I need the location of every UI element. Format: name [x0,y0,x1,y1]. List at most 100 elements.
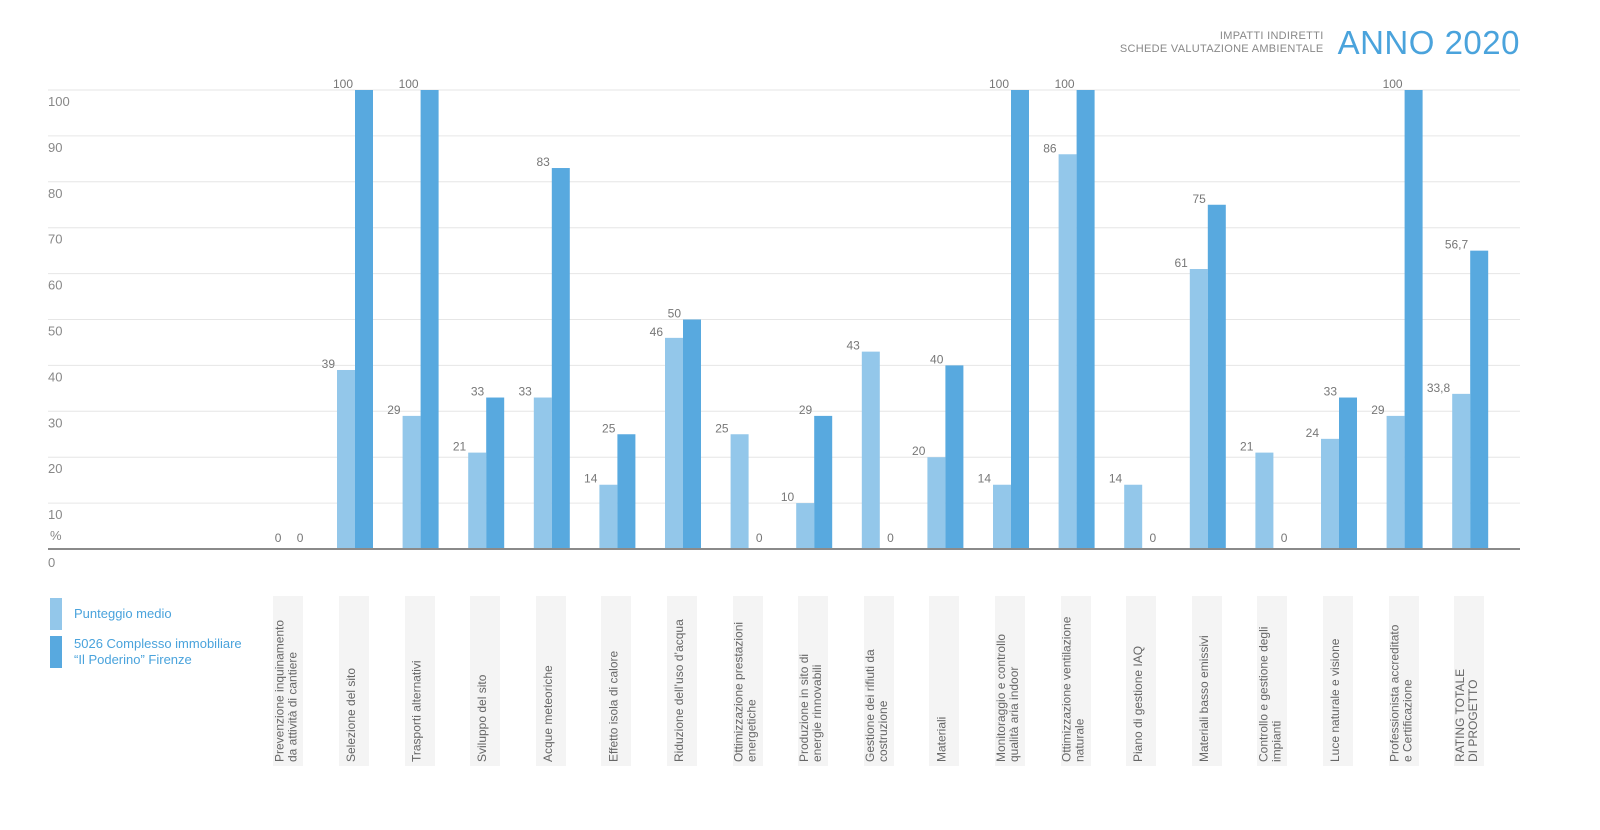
x-tick-label-line: da attività di cantiere [285,652,299,762]
x-tick-label: Produzione in sito dienergie rinnovabili [797,654,824,762]
x-tick-label: Selezione del sito [344,668,358,762]
data-label: 29 [1371,403,1385,417]
y-tick-label: 80 [48,186,62,201]
data-label: 0 [297,531,304,545]
x-tick-label: Ottimizzazione ventilazionenaturale [1060,616,1087,762]
x-tick-label-line: Professionista accreditato [1388,624,1402,762]
data-label: 0 [887,531,894,545]
bar-average [1189,269,1208,549]
x-tick-label: Sviluppo del sito [475,674,489,762]
chart-header: IMPATTI INDIRETTI SCHEDE VALUTAZIONE AMB… [1120,24,1520,62]
bar-average [993,484,1011,549]
data-label: 43 [846,339,860,353]
bar-average [468,452,487,549]
x-tick-label: Trasporti alternativi [410,660,424,762]
x-tick-label-line: Acque meteoriche [541,665,555,762]
x-tick-label-line: Gestione dei rifiuti da [863,649,877,762]
bar-average [1124,484,1143,549]
category-label-box [995,596,1025,766]
category-label-box [1388,596,1419,766]
data-label: 14 [1109,472,1123,486]
x-tick-label-line: Ottimizzazione prestazioni [732,622,746,762]
data-label: 39 [322,357,336,371]
data-label: 83 [536,155,550,169]
data-label: 25 [715,421,729,435]
x-tick-label: RATING TOTALEDI PROGETTO [1453,669,1480,762]
x-tick-label-line: Produzione in sito di [797,654,811,762]
bar-project [1207,204,1226,549]
bar-average [1321,438,1339,549]
bar-average [730,434,749,549]
y-tick-label: 0 [48,555,55,570]
x-tick-label: Effetto isola di calore [606,650,620,762]
legend-label-project-line1: 5026 Complesso immobiliare [74,636,242,651]
category-label-box [667,596,697,766]
bar-project [683,319,701,549]
x-tick-label: Materiali basso emissivi [1197,635,1211,762]
data-label: 21 [453,440,467,454]
category-label-box [732,596,763,766]
data-label: 20 [912,444,926,458]
x-tick-label-line: Trasporti alternativi [410,660,424,762]
x-tick-label: Riduzione dell’uso d’acqua [672,619,686,762]
x-tick-label-line: Luce naturale e visione [1328,638,1342,762]
x-tick-label: Materiali [934,717,948,762]
category-label-box [798,596,829,766]
x-tick-label-line: RATING TOTALE [1453,669,1467,762]
bar-average [665,337,683,549]
data-label: 14 [978,472,992,486]
chart-title: ANNO 2020 [1337,24,1520,61]
y-tick-label: 60 [48,278,62,293]
subtitle-line-1: IMPATTI INDIRETTI [1219,30,1324,42]
data-label: 100 [1383,77,1403,91]
bar-average [927,457,946,549]
x-tick-label: Gestione dei rifiuti dacostruzione [863,649,890,762]
x-tick-label-line: Controllo e gestione degli [1256,627,1270,762]
bar-project [420,90,439,549]
x-tick-label-line: Selezione del sito [344,668,358,762]
bar-average [533,397,552,549]
y-tick-label: 10 [48,507,62,522]
category-label-box [863,596,894,766]
x-tick-label-line: Materiali basso emissivi [1197,635,1211,762]
data-label: 86 [1043,141,1057,155]
bar-project [814,415,833,549]
data-label: 25 [602,421,616,435]
x-tick-label-line: Effetto isola di calore [606,650,620,762]
data-label: 0 [1281,531,1288,545]
bar-project [486,397,505,549]
bar-average [599,484,618,549]
data-label: 100 [989,77,1009,91]
data-label: 0 [275,531,282,545]
x-tick-label-line: Materiali [934,717,948,762]
bar-project [617,434,636,549]
y-tick-label: 40 [48,369,62,384]
bar-project [1339,397,1357,549]
legend-label-average: Punteggio medio [74,606,172,621]
bar-average [1058,154,1077,549]
x-tick-label: Ottimizzazione prestazionienergetiche [732,622,759,762]
x-tick-label: Piano di gestione IAQ [1131,646,1145,762]
category-label-box [273,596,304,766]
data-label: 100 [1055,77,1075,91]
data-label: 33 [471,385,485,399]
x-tick-label-line: Piano di gestione IAQ [1131,646,1145,762]
y-tick-label: 50 [48,324,62,339]
x-tick-label-line: Ottimizzazione ventilazione [1060,616,1074,762]
x-tick-label-line: Monitoraggio e controllo [994,634,1008,762]
y-tick-label: 100 [48,94,70,109]
legend-swatch-average [50,598,62,630]
x-tick-label: Professionista accreditatoe Certificazio… [1388,624,1415,762]
data-label: 14 [584,472,598,486]
x-tick-label: Prevenzione inquinamentoda attività di c… [272,620,299,762]
data-label: 46 [650,325,664,339]
category-label-box [1126,596,1157,766]
x-tick-label-line: e Certificazione [1401,679,1415,762]
bar-project [1011,90,1029,549]
data-label: 0 [756,531,763,545]
bar-average [1386,415,1405,549]
bar-project [1404,90,1423,549]
category-label-box [1257,596,1288,766]
legend-label-project: 5026 Complesso immobiliare “Il Poderino”… [74,636,242,668]
